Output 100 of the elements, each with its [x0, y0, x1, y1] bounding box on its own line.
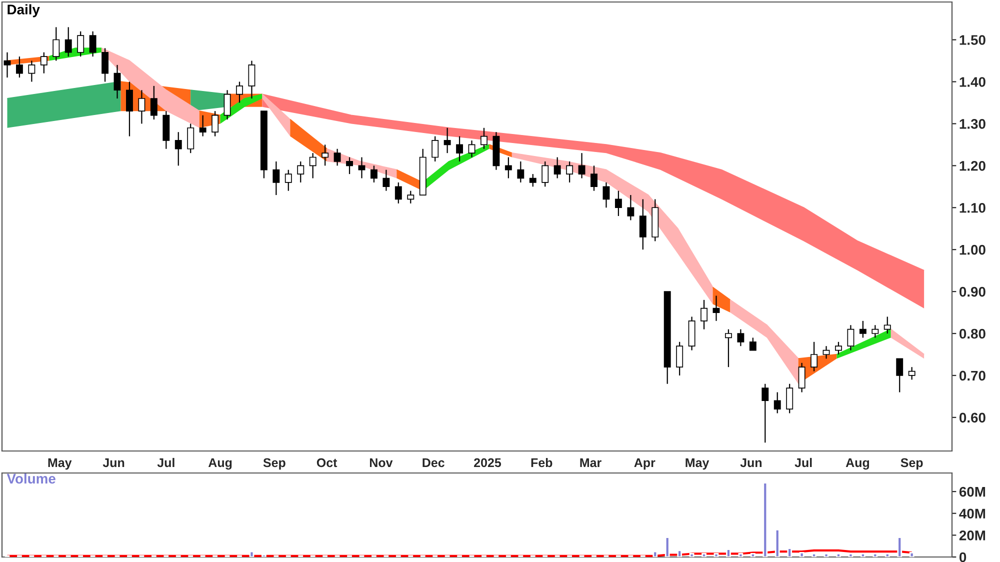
- x-tick-label: Oct: [316, 458, 338, 468]
- y-tick-label: 0.70: [959, 370, 986, 381]
- candlestick: [89, 30, 96, 58]
- candlestick: [835, 341, 842, 356]
- chart-title: Daily: [8, 4, 40, 18]
- candlestick: [199, 114, 206, 137]
- x-tick-label: Mar: [580, 458, 602, 468]
- bar: [787, 548, 792, 557]
- y-tick-label: 0.60: [959, 412, 986, 423]
- y-tick-label: 1.40: [960, 77, 986, 87]
- y-tick-label: 1.30: [960, 119, 986, 129]
- x-tick-label: Nov: [370, 458, 393, 468]
- candlestick: [224, 90, 231, 120]
- candlestick: [212, 110, 219, 137]
- y-tick-label: 1.50: [960, 35, 986, 45]
- y-tick-label: 1.20: [960, 160, 986, 171]
- candlestick: [822, 346, 830, 360]
- candlestick: [126, 81, 133, 137]
- bar: [762, 482, 768, 557]
- bar: [872, 553, 878, 557]
- x-tick-label: Jun: [102, 458, 124, 468]
- candlestick: [712, 295, 720, 322]
- x-tick-label: Aug: [846, 458, 870, 470]
- bar: [860, 553, 866, 557]
- candlestick: [358, 156, 366, 179]
- bar: [848, 553, 854, 557]
- candlestick: [334, 148, 341, 166]
- bar: [884, 553, 890, 557]
- x-tick-label: May: [48, 458, 72, 470]
- candlestick: [676, 341, 684, 376]
- candlestick: [639, 198, 646, 250]
- y-tick-label: 1.00: [960, 244, 986, 255]
- candlestick: [394, 182, 402, 204]
- candlestick: [847, 324, 854, 351]
- candlestick: [480, 127, 488, 150]
- candlestick: [614, 190, 622, 217]
- x-tick-label: Aug: [208, 458, 232, 470]
- x-tick-label: Apr: [634, 458, 656, 470]
- candlestick: [370, 165, 378, 183]
- candlestick: [590, 165, 598, 192]
- y-tick-label: 40M: [959, 508, 986, 519]
- candlestick: [786, 383, 794, 414]
- candlestick: [798, 362, 806, 393]
- bar: [836, 553, 841, 557]
- candlestick: [872, 324, 879, 338]
- candlestick: [309, 152, 316, 179]
- candlestick: [627, 194, 634, 221]
- candlestick: [774, 392, 781, 414]
- candlestick: [542, 160, 549, 188]
- candlestick: [187, 123, 194, 154]
- x-tick-label: Sep: [263, 458, 286, 470]
- candlestick: [602, 182, 610, 208]
- x-tick-label: Feb: [531, 458, 552, 468]
- candlestick: [884, 316, 891, 334]
- candlestick: [382, 169, 390, 192]
- bar: [249, 550, 254, 557]
- candlestick: [468, 140, 476, 158]
- candlestick: [700, 299, 708, 330]
- candlestick: [52, 26, 60, 62]
- bar: [774, 529, 780, 557]
- bar: [824, 553, 829, 557]
- y-tick-label: 0.80: [959, 328, 986, 339]
- bar: [652, 550, 658, 557]
- candlestick: [322, 144, 329, 166]
- candlestick: [297, 160, 304, 183]
- candlestick: [28, 60, 36, 82]
- candlestick: [554, 156, 561, 179]
- bar: [702, 553, 706, 557]
- chart-title: Volume: [6, 473, 56, 484]
- candlestick: [762, 383, 769, 444]
- candlestick: [859, 320, 866, 338]
- bar: [714, 553, 719, 557]
- y-tick-label: 60M: [959, 486, 986, 497]
- candlestick: [908, 366, 916, 380]
- candlestick: [810, 341, 818, 372]
- candlestick: [284, 169, 292, 192]
- candlestick: [407, 190, 414, 204]
- x-tick-label: Jun: [740, 458, 762, 468]
- candlestick: [40, 52, 48, 74]
- candlestick: [138, 90, 146, 124]
- x-tick-label: May: [686, 458, 710, 470]
- candlestick: [102, 48, 109, 82]
- y-tick-label: 20M: [959, 530, 986, 540]
- bar: [262, 554, 266, 557]
- x-tick-label: Jul: [157, 458, 174, 468]
- candlestick: [504, 156, 512, 179]
- bar: [812, 553, 816, 557]
- bar: [664, 536, 670, 557]
- candlestick: [248, 60, 256, 100]
- y-tick-label: 0: [959, 552, 966, 562]
- x-tick-label: Sep: [900, 458, 923, 470]
- candlestick: [4, 52, 11, 78]
- bar: [689, 553, 694, 557]
- candlestick: [456, 136, 464, 162]
- candlestick: [272, 160, 280, 196]
- x-tick-label: Jul: [794, 458, 812, 468]
- candlestick: [64, 26, 72, 58]
- candlestick: [529, 173, 536, 188]
- bar: [750, 553, 756, 557]
- candlestick: [444, 127, 451, 154]
